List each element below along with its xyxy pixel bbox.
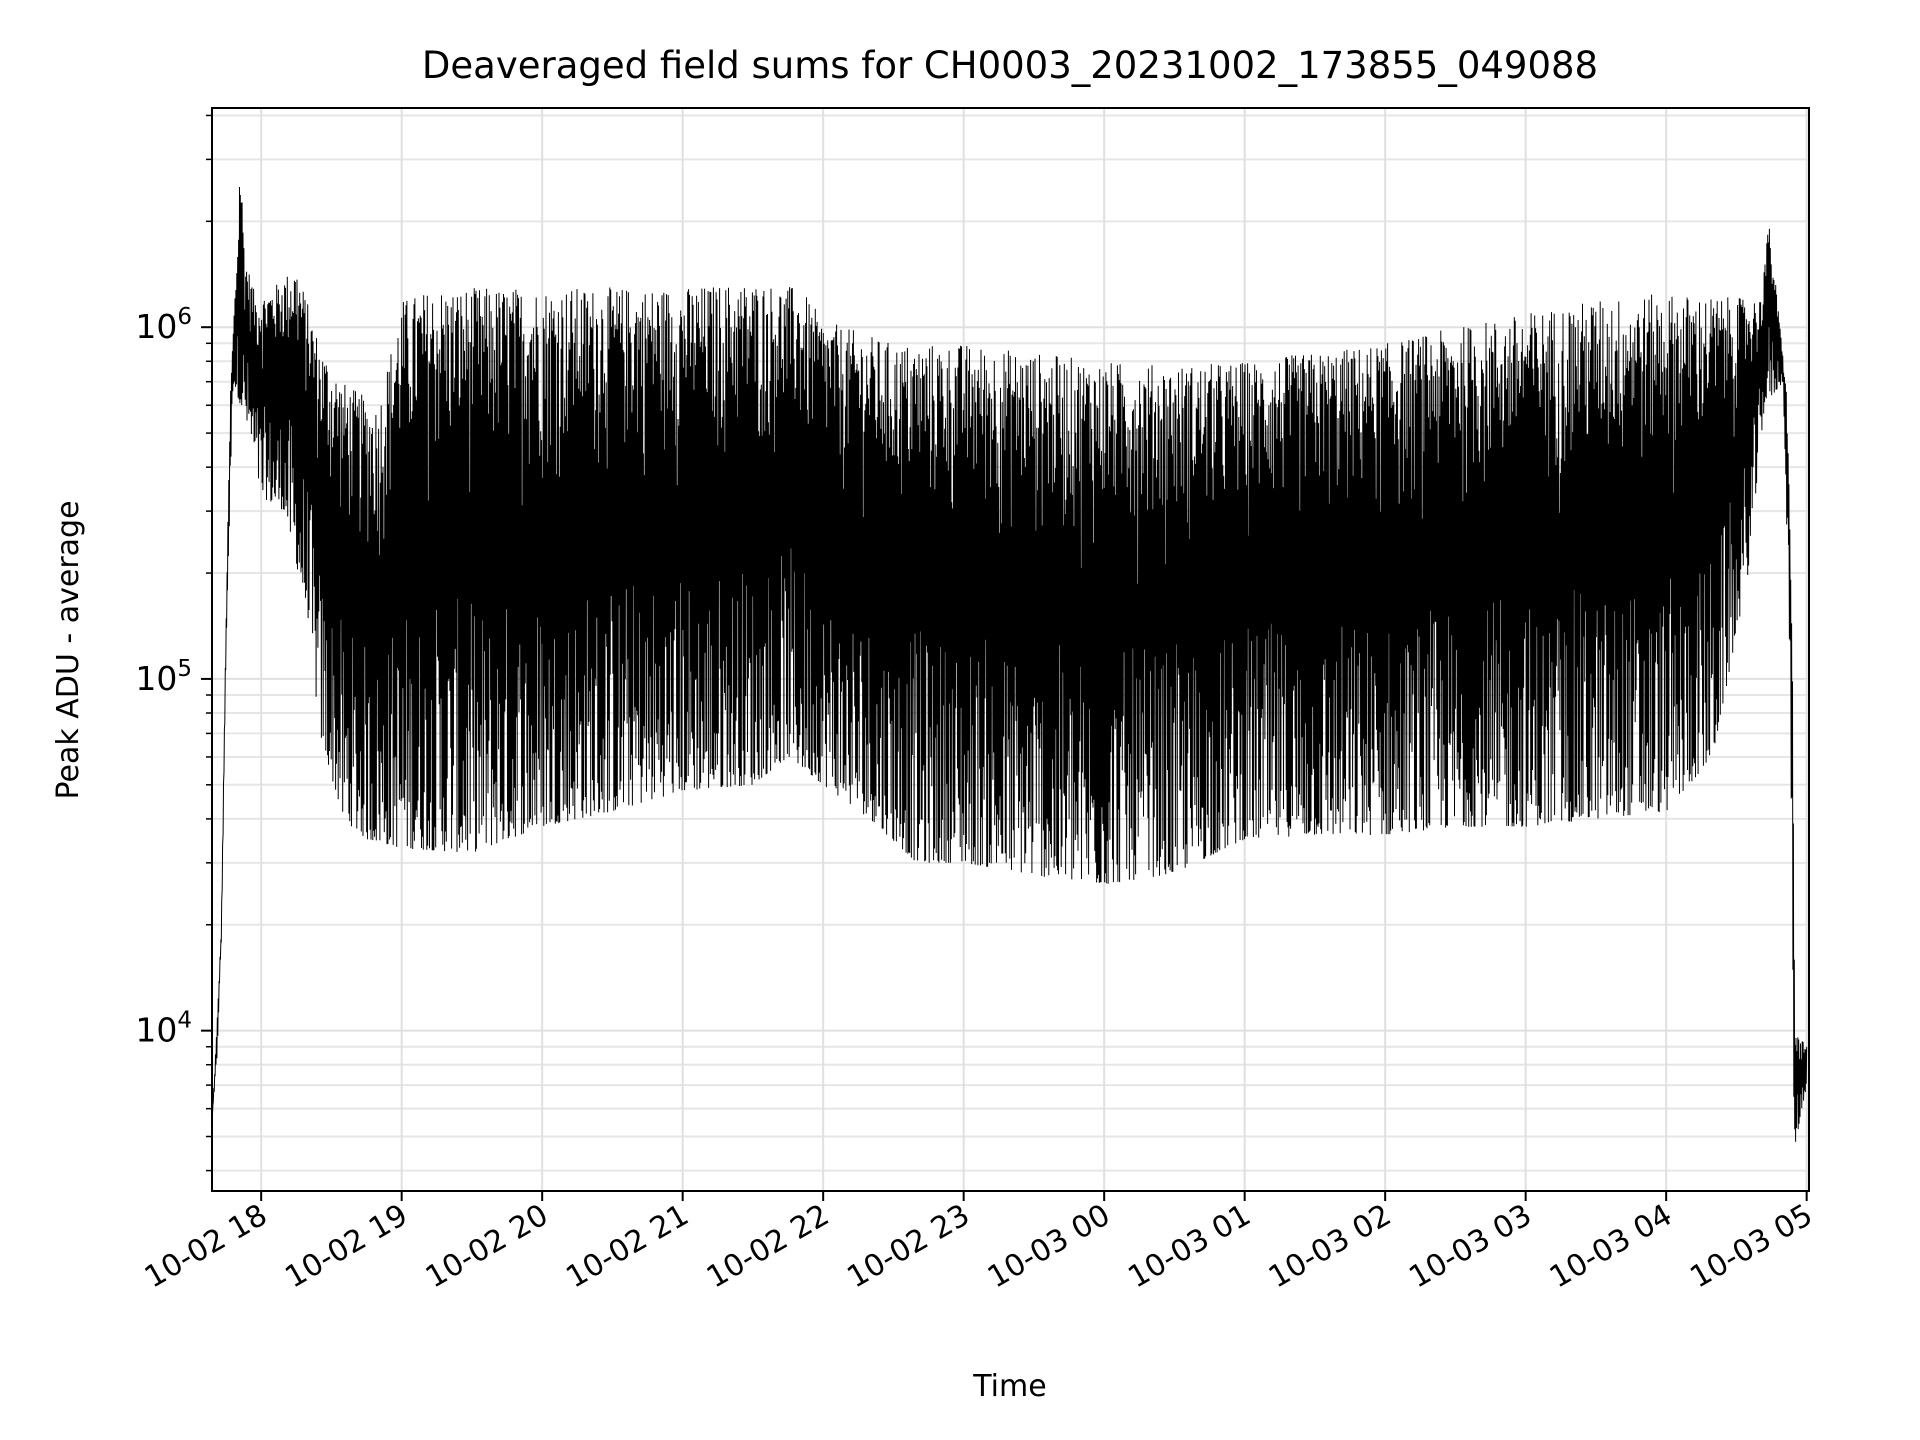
series-line (212, 186, 1808, 1142)
chart-title: Deaveraged field sums for CH0003_2023100… (422, 44, 1598, 87)
y-axis-label: Peak ADU - average (51, 500, 86, 799)
y-axis: 104 105 106 (135, 114, 212, 1172)
y-tick-label: 106 (135, 304, 192, 346)
x-axis-label: Time (972, 1369, 1046, 1404)
y-tick-label: 104 (135, 1008, 192, 1050)
y-tick-label: 105 (135, 656, 192, 698)
plot-frame (211, 107, 1810, 1192)
